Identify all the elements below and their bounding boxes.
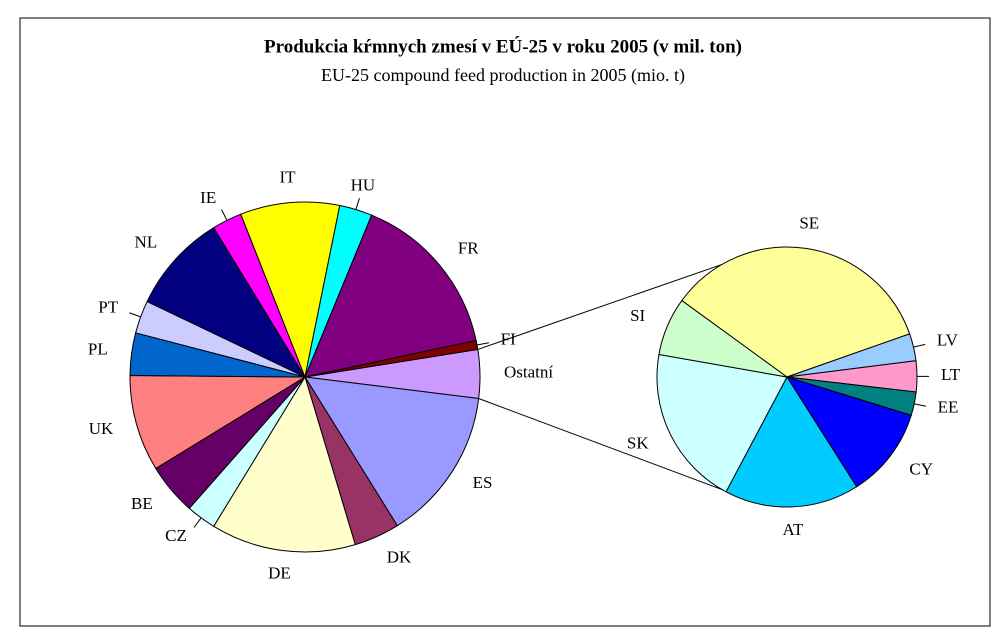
chart-title: Produkcia kŕmnych zmesí v EÚ-25 v roku 2… <box>264 35 742 57</box>
connector-line <box>478 398 723 491</box>
slice-label: SK <box>627 433 649 452</box>
slice-label: LV <box>937 330 959 349</box>
leader-line <box>913 343 926 348</box>
pie-slice <box>304 214 477 378</box>
slice-label: EE <box>938 398 959 417</box>
slice-label: SE <box>799 214 819 233</box>
slice-label: IT <box>280 168 297 187</box>
slice-label: NL <box>135 233 158 252</box>
slice-label: CZ <box>165 526 187 545</box>
slice-label: Ostatní <box>504 362 553 381</box>
slice-label: SI <box>630 306 645 325</box>
slice-label: DE <box>268 563 291 582</box>
pie-slice <box>304 376 480 527</box>
slice-label: UK <box>89 419 114 438</box>
slice-label: PT <box>98 298 118 317</box>
pie-slice <box>146 227 307 379</box>
pie-slice <box>725 376 858 508</box>
pie-slice <box>129 375 307 470</box>
slice-label: LT <box>941 365 961 384</box>
slice-label: PL <box>88 340 108 359</box>
slice-label: FR <box>458 238 479 257</box>
leader-line <box>193 517 202 528</box>
pie-slice <box>785 376 912 488</box>
pie-slice <box>681 246 911 378</box>
slice-label: BE <box>131 494 153 513</box>
chart-subtitle: EU-25 compound feed production in 2005 (… <box>321 65 685 86</box>
slice-label: ES <box>473 473 493 492</box>
connector-line <box>477 263 723 350</box>
leader-line <box>914 403 927 407</box>
slice-label: CY <box>909 459 933 478</box>
pie-slice <box>656 353 788 493</box>
pie-slice <box>240 201 341 379</box>
slice-label: HU <box>351 176 376 195</box>
leader-line <box>221 209 228 221</box>
slice-label: DK <box>387 547 412 566</box>
leader-line <box>355 197 360 210</box>
pie-slice <box>658 299 788 378</box>
slice-label: AT <box>783 520 804 539</box>
leader-line <box>129 312 141 318</box>
slice-label: IE <box>200 188 216 207</box>
leader-line <box>476 342 489 346</box>
pie-slice <box>213 375 356 553</box>
